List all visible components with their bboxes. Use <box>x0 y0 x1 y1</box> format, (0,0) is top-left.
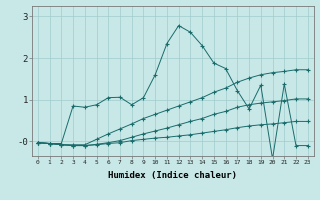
X-axis label: Humidex (Indice chaleur): Humidex (Indice chaleur) <box>108 171 237 180</box>
